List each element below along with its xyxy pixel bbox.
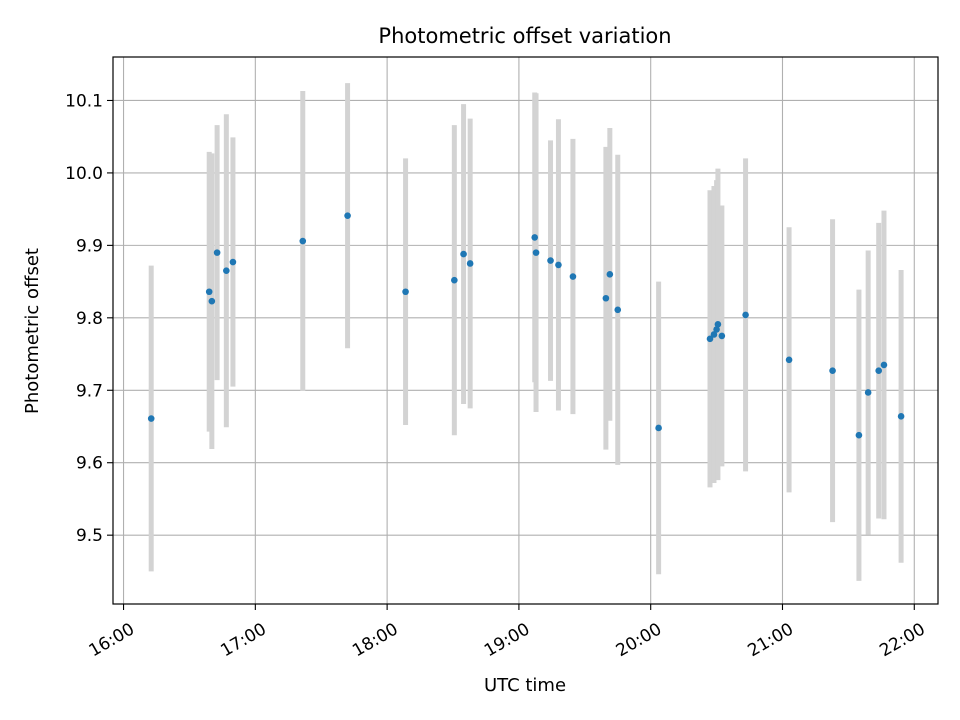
data-point xyxy=(880,361,888,369)
data-point xyxy=(655,424,662,432)
data-point xyxy=(460,250,467,258)
data-point xyxy=(223,267,230,275)
data-point xyxy=(208,297,216,305)
data-point xyxy=(531,234,539,241)
data-point xyxy=(147,415,155,422)
x-axis-label: UTC time xyxy=(484,675,566,696)
y-axis-label: Photometric offset xyxy=(22,248,43,414)
data-point xyxy=(402,288,409,296)
data-point xyxy=(875,367,882,375)
data-point xyxy=(714,321,722,328)
data-point xyxy=(205,288,213,296)
data-point xyxy=(229,258,237,266)
data-point xyxy=(710,331,718,338)
data-point xyxy=(547,257,554,264)
y-tick-label: 9.9 xyxy=(76,236,103,256)
y-tick-label: 9.8 xyxy=(76,309,103,329)
data-point xyxy=(855,431,863,439)
data-point xyxy=(614,306,622,314)
data-point xyxy=(213,249,221,256)
data-points xyxy=(147,212,905,439)
data-point xyxy=(785,356,793,364)
data-point xyxy=(602,294,610,302)
data-point xyxy=(742,311,749,319)
data-point xyxy=(829,367,836,375)
data-point xyxy=(532,249,540,256)
chart-title: Photometric offset variation xyxy=(378,24,671,48)
data-point xyxy=(466,260,474,267)
y-tick-label: 10.1 xyxy=(65,91,103,111)
data-point xyxy=(299,237,307,245)
data-point xyxy=(713,326,720,333)
y-tick-label: 10.0 xyxy=(65,164,103,184)
data-point xyxy=(344,212,351,219)
grid xyxy=(113,57,938,604)
y-tick-label: 9.6 xyxy=(76,454,103,474)
y-axis-ticks: 9.5 9.6 9.7 9.8 9.9 10.0 10.1 xyxy=(65,91,113,546)
data-point xyxy=(718,332,726,340)
data-point xyxy=(897,413,905,420)
y-tick-label: 9.5 xyxy=(76,526,103,546)
data-point xyxy=(555,261,562,269)
data-point xyxy=(864,389,872,396)
data-point xyxy=(569,273,577,280)
y-tick-label: 9.7 xyxy=(76,381,103,401)
data-point xyxy=(706,335,714,343)
data-point xyxy=(606,271,614,278)
plot-area-frame xyxy=(112,56,939,605)
data-point xyxy=(451,276,458,284)
